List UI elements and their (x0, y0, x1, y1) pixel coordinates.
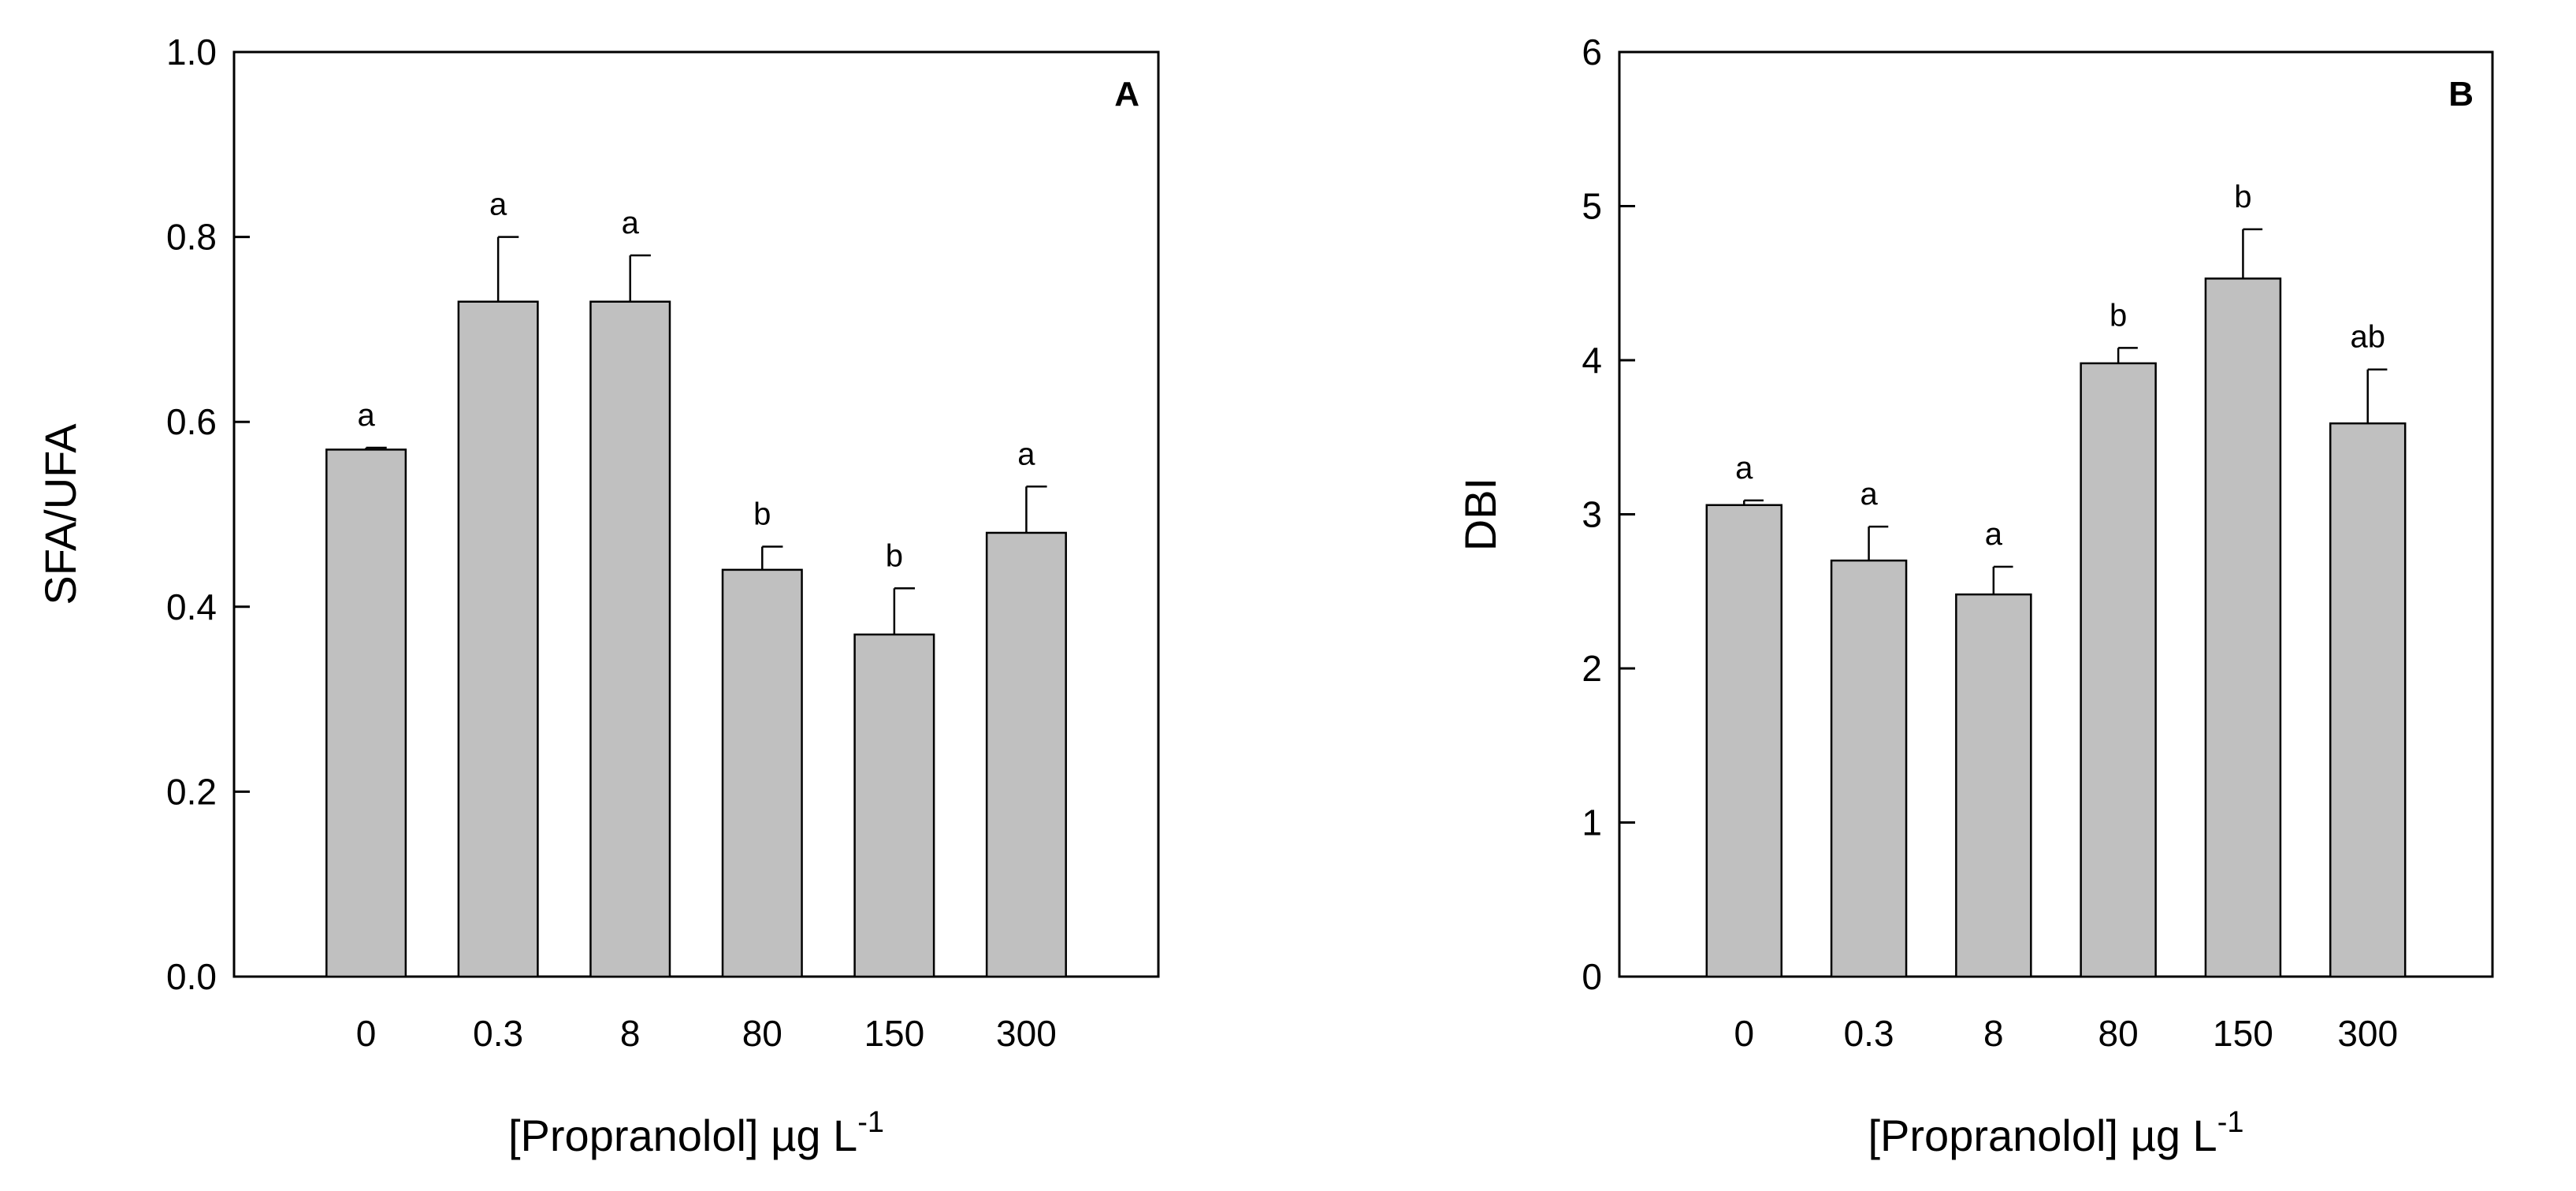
y-axis-title: DBI (1455, 478, 1505, 551)
bars: a a a b b a (325, 188, 1067, 978)
x-axis-title-main: [Propranolol] (508, 1111, 771, 1160)
y-tick-label: 1.0 (166, 32, 217, 73)
x-axis-title-unit: µg L (771, 1111, 857, 1160)
bar (2204, 277, 2282, 978)
y-tick-label: 6 (1582, 32, 1602, 73)
bar (2329, 422, 2407, 978)
x-tick-label: 0 (356, 1013, 377, 1054)
significance-label: a (622, 206, 640, 240)
y-tick-label: 0.0 (166, 956, 217, 997)
y-tick-label: 1 (1582, 802, 1602, 843)
x-axis-title-main: [Propranolol] (1868, 1111, 2131, 1160)
x-tick-label: 80 (2098, 1013, 2139, 1054)
significance-label: b (2109, 298, 2127, 333)
x-axis-title-superscript: -1 (2217, 1106, 2244, 1139)
x-axis-title: [Propranolol] µg L-1 (1868, 1106, 2244, 1160)
bar (853, 633, 935, 978)
bar (1830, 559, 1908, 978)
x-tick-label: 300 (2337, 1013, 2398, 1054)
y-axis-title: SFA/UFA (35, 423, 85, 605)
x-tick-label: 300 (996, 1013, 1057, 1054)
significance-label: a (1735, 451, 1753, 486)
y-tick-label: 0.4 (166, 586, 217, 627)
bar (2080, 362, 2157, 978)
y-tick-label: 3 (1582, 494, 1602, 535)
x-tick-label: 8 (1983, 1013, 2004, 1054)
significance-label: b (2234, 180, 2251, 214)
x-tick-label: 0 (1734, 1013, 1754, 1054)
y-tick-label: 0 (1582, 956, 1602, 997)
y-tick-label: 0.6 (166, 401, 217, 442)
significance-label: a (357, 398, 375, 433)
significance-label: a (1017, 437, 1035, 471)
y-axis: 0 1 2 3 4 5 6 (1582, 32, 1635, 997)
plot-frame (232, 50, 1160, 978)
significance-label: ab (2350, 320, 2385, 355)
bar (721, 568, 803, 978)
bar (589, 300, 671, 978)
bar (985, 531, 1067, 978)
significance-label: b (886, 538, 903, 573)
y-tick-label: 2 (1582, 648, 1602, 689)
x-tick-label: 0.3 (1844, 1013, 1894, 1054)
y-tick-label: 4 (1582, 340, 1602, 381)
significance-label: a (1985, 517, 2003, 552)
panel-label: A (1114, 75, 1139, 114)
x-tick-label: 150 (2213, 1013, 2273, 1054)
x-axis-title-superscript: -1 (857, 1106, 884, 1139)
x-axis-title-unit: µg L (2131, 1111, 2217, 1160)
panel-label: B (2448, 75, 2474, 114)
bar (1955, 593, 2032, 978)
significance-label: b (753, 497, 771, 532)
x-tick-label: 150 (864, 1013, 924, 1054)
bar (325, 448, 407, 978)
x-axis: 0 0.3 8 80 150 300 (1734, 1013, 2398, 1054)
x-axis: 0 0.3 8 80 150 300 (356, 1013, 1057, 1054)
x-tick-label: 8 (620, 1013, 641, 1054)
significance-label: a (1860, 477, 1878, 512)
bar (1705, 504, 1783, 978)
x-axis-title: [Propranolol] µg L-1 (508, 1106, 884, 1160)
y-axis: 0.0 0.2 0.4 0.6 0.8 1.0 (166, 32, 250, 997)
y-tick-label: 0.2 (166, 771, 217, 812)
y-tick-label: 0.8 (166, 217, 217, 258)
x-tick-label: 0.3 (473, 1013, 523, 1054)
significance-label: a (489, 188, 507, 222)
x-tick-label: 80 (742, 1013, 782, 1054)
bar (457, 300, 539, 978)
y-tick-label: 5 (1582, 186, 1602, 227)
